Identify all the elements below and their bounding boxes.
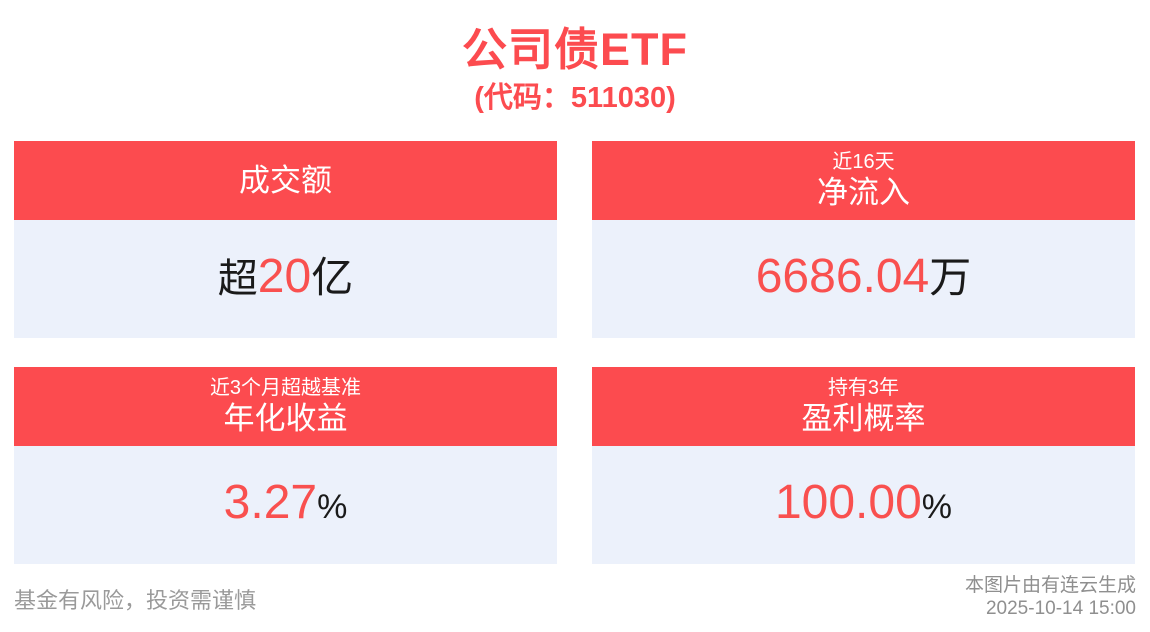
value-number: 6686.04 (755, 250, 930, 303)
card-profit-probability-value: 100.00% (592, 446, 1135, 564)
value-unit: 亿 (311, 254, 354, 301)
card-annualized-return-header: 近3个月超越基准 年化收益 (14, 367, 557, 446)
generated-timestamp: 2025-10-14 15:00 (985, 598, 1136, 619)
value-unit: % (921, 488, 953, 526)
card-net-inflow: 近16天 净流入 6686.04万 (592, 141, 1135, 338)
card-profit-probability-header-small: 持有3年 (827, 377, 900, 399)
card-turnover-header: 成交额 (14, 141, 557, 220)
page-title: 公司债ETF (462, 24, 688, 75)
value-number: 20 (257, 250, 312, 303)
generator-credit: 本图片由有连云生成 2025-10-14 15:00 (965, 574, 1136, 620)
card-annualized-return-header-main: 年化收益 (223, 401, 348, 436)
card-annualized-return-value: 3.27% (14, 446, 557, 564)
value-unit: % (317, 488, 348, 526)
card-turnover-header-main: 成交额 (239, 163, 332, 198)
value-number: 3.27 (223, 476, 318, 529)
value-prefix: 超 (217, 257, 258, 301)
fund-code-subtitle: (代码：511030) (474, 82, 676, 114)
card-annualized-return-header-small: 近3个月超越基准 (209, 377, 362, 399)
card-net-inflow-header: 近16天 净流入 (592, 141, 1135, 220)
card-net-inflow-header-small: 近16天 (832, 151, 895, 173)
generator-source: 本图片由有连云生成 (964, 575, 1136, 596)
card-net-inflow-value: 6686.04万 (592, 220, 1135, 338)
risk-disclaimer: 基金有风险，投资需谨慎 (14, 588, 257, 613)
card-profit-probability-header: 持有3年 盈利概率 (592, 367, 1135, 446)
card-net-inflow-header-main: 净流入 (817, 175, 910, 210)
value-number: 100.00 (774, 476, 922, 529)
card-turnover-value: 超20亿 (14, 220, 557, 338)
card-profit-probability: 持有3年 盈利概率 100.00% (592, 367, 1135, 564)
card-profit-probability-header-main: 盈利概率 (801, 401, 926, 436)
card-turnover: 成交额 超20亿 (14, 141, 557, 338)
value-unit: 万 (929, 254, 972, 301)
card-annualized-return: 近3个月超越基准 年化收益 3.27% (14, 367, 557, 564)
